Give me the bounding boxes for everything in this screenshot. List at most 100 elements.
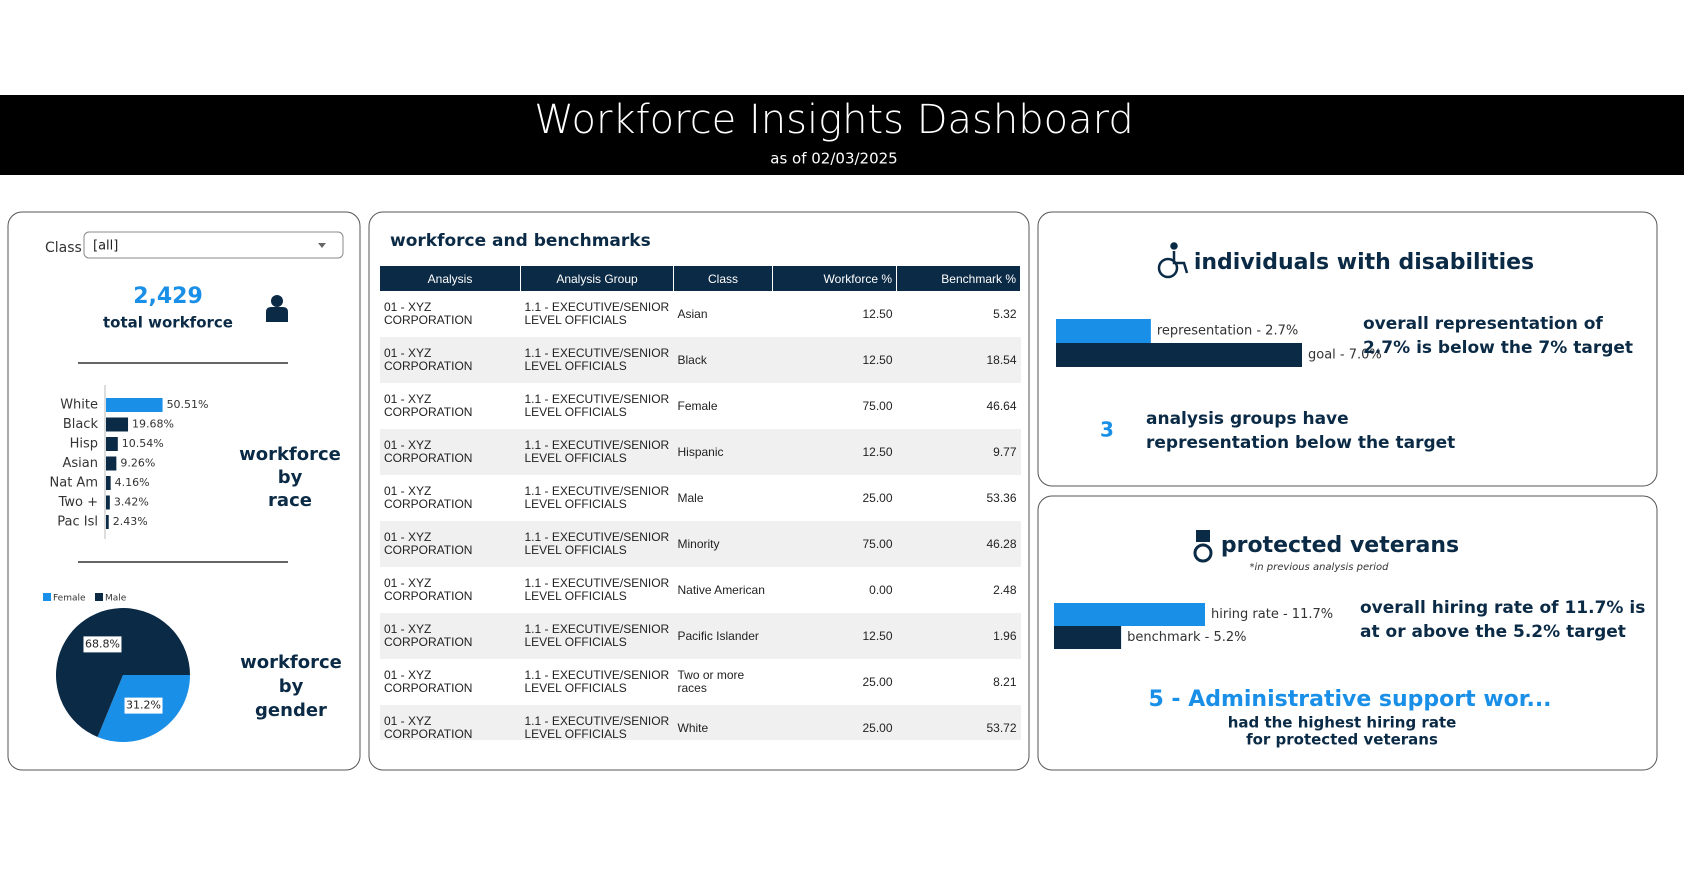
chart-title: by <box>279 676 304 697</box>
value-label: 10.54% <box>122 437 164 450</box>
category-label: Two + <box>58 495 98 510</box>
value-label: 9.26% <box>120 457 155 470</box>
header-band <box>0 95 1684 175</box>
value-label: 2.43% <box>113 515 148 528</box>
chart-title: by <box>278 467 303 488</box>
value-label: 68.8% <box>85 637 120 650</box>
table-cell: 01 - XYZ CORPORATION <box>380 337 521 383</box>
bar <box>1054 603 1205 626</box>
table-cell: 25.00 <box>862 490 893 505</box>
table-cell: 01 - XYZ CORPORATION <box>380 521 521 567</box>
page-subtitle: as of 02/03/2025 <box>770 150 897 168</box>
table-cell: 01 - XYZ CORPORATION <box>384 300 473 327</box>
table-wrap: Analysis Analysis Group Class Workforce % Be… <box>380 266 1021 740</box>
table-cell: 01 - XYZ CORPORATION <box>384 392 473 419</box>
value-label: benchmark - 5.2% <box>1127 630 1246 645</box>
chart-title: workforce <box>239 444 341 465</box>
table-cell: 75.00 <box>772 521 897 567</box>
table-cell: Female <box>677 398 718 413</box>
table-row: 01 - XYZ CORPORATION 1.1 - EXECUTIVE/SENI… <box>380 659 1021 705</box>
bar <box>106 495 110 510</box>
value-label: hiring rate - 11.7% <box>1211 607 1333 622</box>
top-text: had the highest hiring rate <box>1228 714 1457 732</box>
table-cell: 8.21 <box>993 674 1017 689</box>
table-cell: Two or more races <box>677 668 745 695</box>
table-cell: 01 - XYZ CORPORATION <box>380 613 521 659</box>
table-row: 01 - XYZ CORPORATION 1.1 - EXECUTIVE/SENI… <box>380 567 1021 613</box>
top-group: 5 - Administrative support wor... <box>1148 687 1551 712</box>
table-cell: 1.1 - EXECUTIVE/SENIOR LEVEL OFFICIALS <box>520 521 674 567</box>
bar <box>106 417 129 432</box>
table-cell: 1.1 - EXECUTIVE/SENIOR LEVEL OFFICIALS <box>524 484 670 511</box>
table-cell: 25.00 <box>772 705 897 740</box>
value-label: representation - 2.7% <box>1157 324 1298 339</box>
panel <box>1037 495 1658 771</box>
column-header: Analysis <box>380 266 521 291</box>
count: 3 <box>1100 418 1114 442</box>
table-cell: 12.50 <box>772 337 897 383</box>
table-cell: 9.77 <box>896 429 1021 475</box>
chart-title: race <box>268 490 312 511</box>
table-cell: Black <box>673 337 773 383</box>
table-cell: 1.1 - EXECUTIVE/SENIOR LEVEL OFFICIALS <box>524 668 670 695</box>
legend-label: Female <box>53 594 86 604</box>
category-label: Nat Am <box>50 476 98 491</box>
category-label: Pac Isl <box>57 515 98 530</box>
table-cell: 5.32 <box>993 306 1017 321</box>
page-title: Workforce Insights Dashboard <box>534 97 1133 143</box>
table-cell: White <box>673 705 773 740</box>
table-title: workforce and benchmarks <box>390 231 651 251</box>
table-cell: Asian <box>677 306 708 321</box>
table-cell: 46.28 <box>896 521 1021 567</box>
bar <box>106 456 117 471</box>
value-label: 31.2% <box>126 699 161 712</box>
bar <box>106 515 109 529</box>
panel-title: individuals with disabilities <box>1194 250 1534 275</box>
table-cell: 53.36 <box>986 490 1017 505</box>
person-icon <box>266 295 288 322</box>
table-cell: 1.1 - EXECUTIVE/SENIOR LEVEL OFFICIALS <box>520 337 674 383</box>
table-cell: 46.64 <box>986 398 1017 413</box>
data-table: Analysis Analysis Group Class Workforce % Be… <box>380 266 1021 740</box>
table-cell: 1.1 - EXECUTIVE/SENIOR LEVEL OFFICIALS <box>520 429 674 475</box>
bar <box>1056 343 1302 367</box>
table-row: 01 - XYZ CORPORATION 1.1 - EXECUTIVE/SENI… <box>380 291 1021 337</box>
bar <box>106 437 118 451</box>
legend-swatch <box>43 593 51 601</box>
column-header: Class <box>673 266 773 291</box>
bar <box>1056 319 1151 343</box>
table-cell: 18.54 <box>896 337 1021 383</box>
count-text: representation below the target <box>1146 433 1455 453</box>
table-cell: Minority <box>673 521 773 567</box>
label-bg <box>83 636 122 653</box>
table-cell: 01 - XYZ CORPORATION <box>380 429 521 475</box>
kpi-value: 2,429 <box>133 284 203 309</box>
panel-title: protected veterans <box>1221 533 1459 558</box>
table-cell: 1.1 - EXECUTIVE/SENIOR LEVEL OFFICIALS <box>524 576 670 603</box>
table-cell: Pacific Islander <box>673 613 773 659</box>
chart-title: gender <box>255 700 327 721</box>
table-cell: 12.50 <box>772 429 897 475</box>
table-cell: 01 - XYZ CORPORATION <box>380 705 521 740</box>
statement: overall hiring rate of 11.7% is <box>1360 598 1645 618</box>
bar <box>106 398 163 412</box>
chart-title: workforce <box>240 652 342 673</box>
table-cell: 12.50 <box>772 613 897 659</box>
category-label: Hisp <box>70 437 98 452</box>
table-cell: 1.96 <box>896 613 1021 659</box>
column-header: Analysis Group <box>520 266 674 291</box>
medal-icon <box>1193 530 1213 563</box>
value-label: 19.68% <box>132 418 174 431</box>
table-row: 01 - XYZ CORPORATION 1.1 - EXECUTIVE/SENI… <box>380 613 1021 659</box>
table-cell: 1.1 - EXECUTIVE/SENIOR LEVEL OFFICIALS <box>524 392 670 419</box>
wheelchair-icon <box>1157 242 1189 279</box>
dropdown[interactable] <box>83 231 344 259</box>
note: *in previous analysis period <box>1250 562 1390 573</box>
table-row: 01 - XYZ CORPORATION 1.1 - EXECUTIVE/SENI… <box>380 337 1021 383</box>
bar <box>106 476 111 490</box>
table-cell: Native American <box>677 582 765 597</box>
filter-label: Class <box>45 240 82 256</box>
label-bg <box>124 697 163 714</box>
value-label: 4.16% <box>115 476 150 489</box>
